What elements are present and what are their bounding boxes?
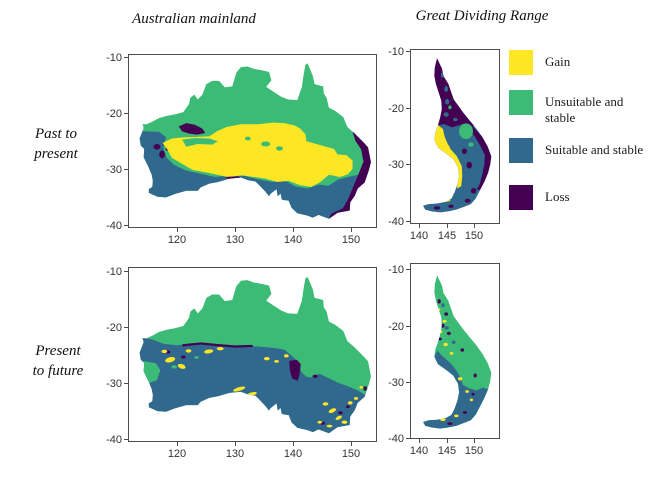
x-tick-label: 150 [456,224,492,243]
y-tick-label: -40 [96,219,128,233]
y-tick-label: -20 [378,320,410,334]
x-tick-label: 150 [333,442,369,461]
map-panel-mainland-past [128,54,377,228]
legend-swatch-suitable-stable [509,138,533,163]
legend-item-loss: Loss [509,185,657,210]
legend-label-unsuitable-stable: Unsuitable and stable [545,94,624,125]
gain-crescent [434,125,463,189]
y-tick-label: -30 [96,377,128,391]
y-tick-label: -20 [378,102,410,116]
y-tick-label: -40 [96,433,128,447]
loss-region-north [423,58,492,128]
x-tick-label: 150 [333,228,369,247]
y-tick-label: -40 [378,432,410,446]
y-tick-label: -10 [96,265,128,279]
legend-swatch-gain [509,50,533,75]
x-tick-label: 130 [217,228,253,247]
row-label-past-to-present: Past to present [34,126,78,162]
x-tick-label: 140 [275,442,311,461]
x-tick-label: 145 [429,224,465,243]
legend-item-unsuitable-stable: Unsuitable and stable [509,90,647,126]
column-title-great-dividing-range: Great Dividing Range [415,8,549,24]
map-panel-gdr-past [410,49,500,224]
gdr-outline [423,58,492,213]
loss-band-east-coast [327,131,371,219]
y-tick-label: -30 [96,163,128,177]
map-gdr-future [423,275,492,429]
y-tick-label: -20 [96,107,128,121]
x-tick-label: 145 [429,439,465,458]
legend-item-gain: Gain [509,50,657,75]
y-tick-label: -20 [96,321,128,335]
x-tick-label: 150 [456,439,492,458]
legend-item-suitable-stable: Suitable and stable [509,138,657,163]
suitable-stable-region [423,350,489,429]
unsuitable-patch [459,123,474,140]
map-mainland-future [139,276,371,434]
y-tick-label: -10 [378,45,410,59]
x-tick-label: 130 [217,442,253,461]
legend-label-suitable-stable: Suitable and stable [545,142,644,157]
y-tick-label: -40 [378,215,410,229]
legend-label-loss: Loss [545,189,570,204]
x-tick-label: 120 [159,442,195,461]
row-label-present-to-future: Present to future [32,343,84,379]
y-tick-label: -30 [378,158,410,172]
map-panel-mainland-future [128,267,377,442]
loss-patch-central [289,359,301,381]
map-panel-gdr-future [410,263,500,439]
x-tick-label: 140 [275,228,311,247]
column-title-australian-mainland: Australian mainland [132,11,256,27]
legend-swatch-loss [509,185,533,210]
gain-region [162,122,353,187]
y-tick-label: -30 [378,376,410,390]
legend-swatch-unsuitable-stable [509,90,533,115]
x-tick-label: 140 [401,439,437,458]
loss-boundary-sliver [182,342,253,348]
loss-strip-east [464,126,492,191]
y-tick-label: -10 [378,263,410,277]
legend-label-gain: Gain [545,54,571,69]
x-tick-label: 120 [159,228,195,247]
y-tick-label: -10 [96,51,128,65]
map-mainland-past [139,63,371,219]
map-gdr-past [423,58,492,213]
x-tick-label: 140 [401,224,437,243]
gain-patches [161,347,363,428]
loss-patch-west [178,123,206,135]
